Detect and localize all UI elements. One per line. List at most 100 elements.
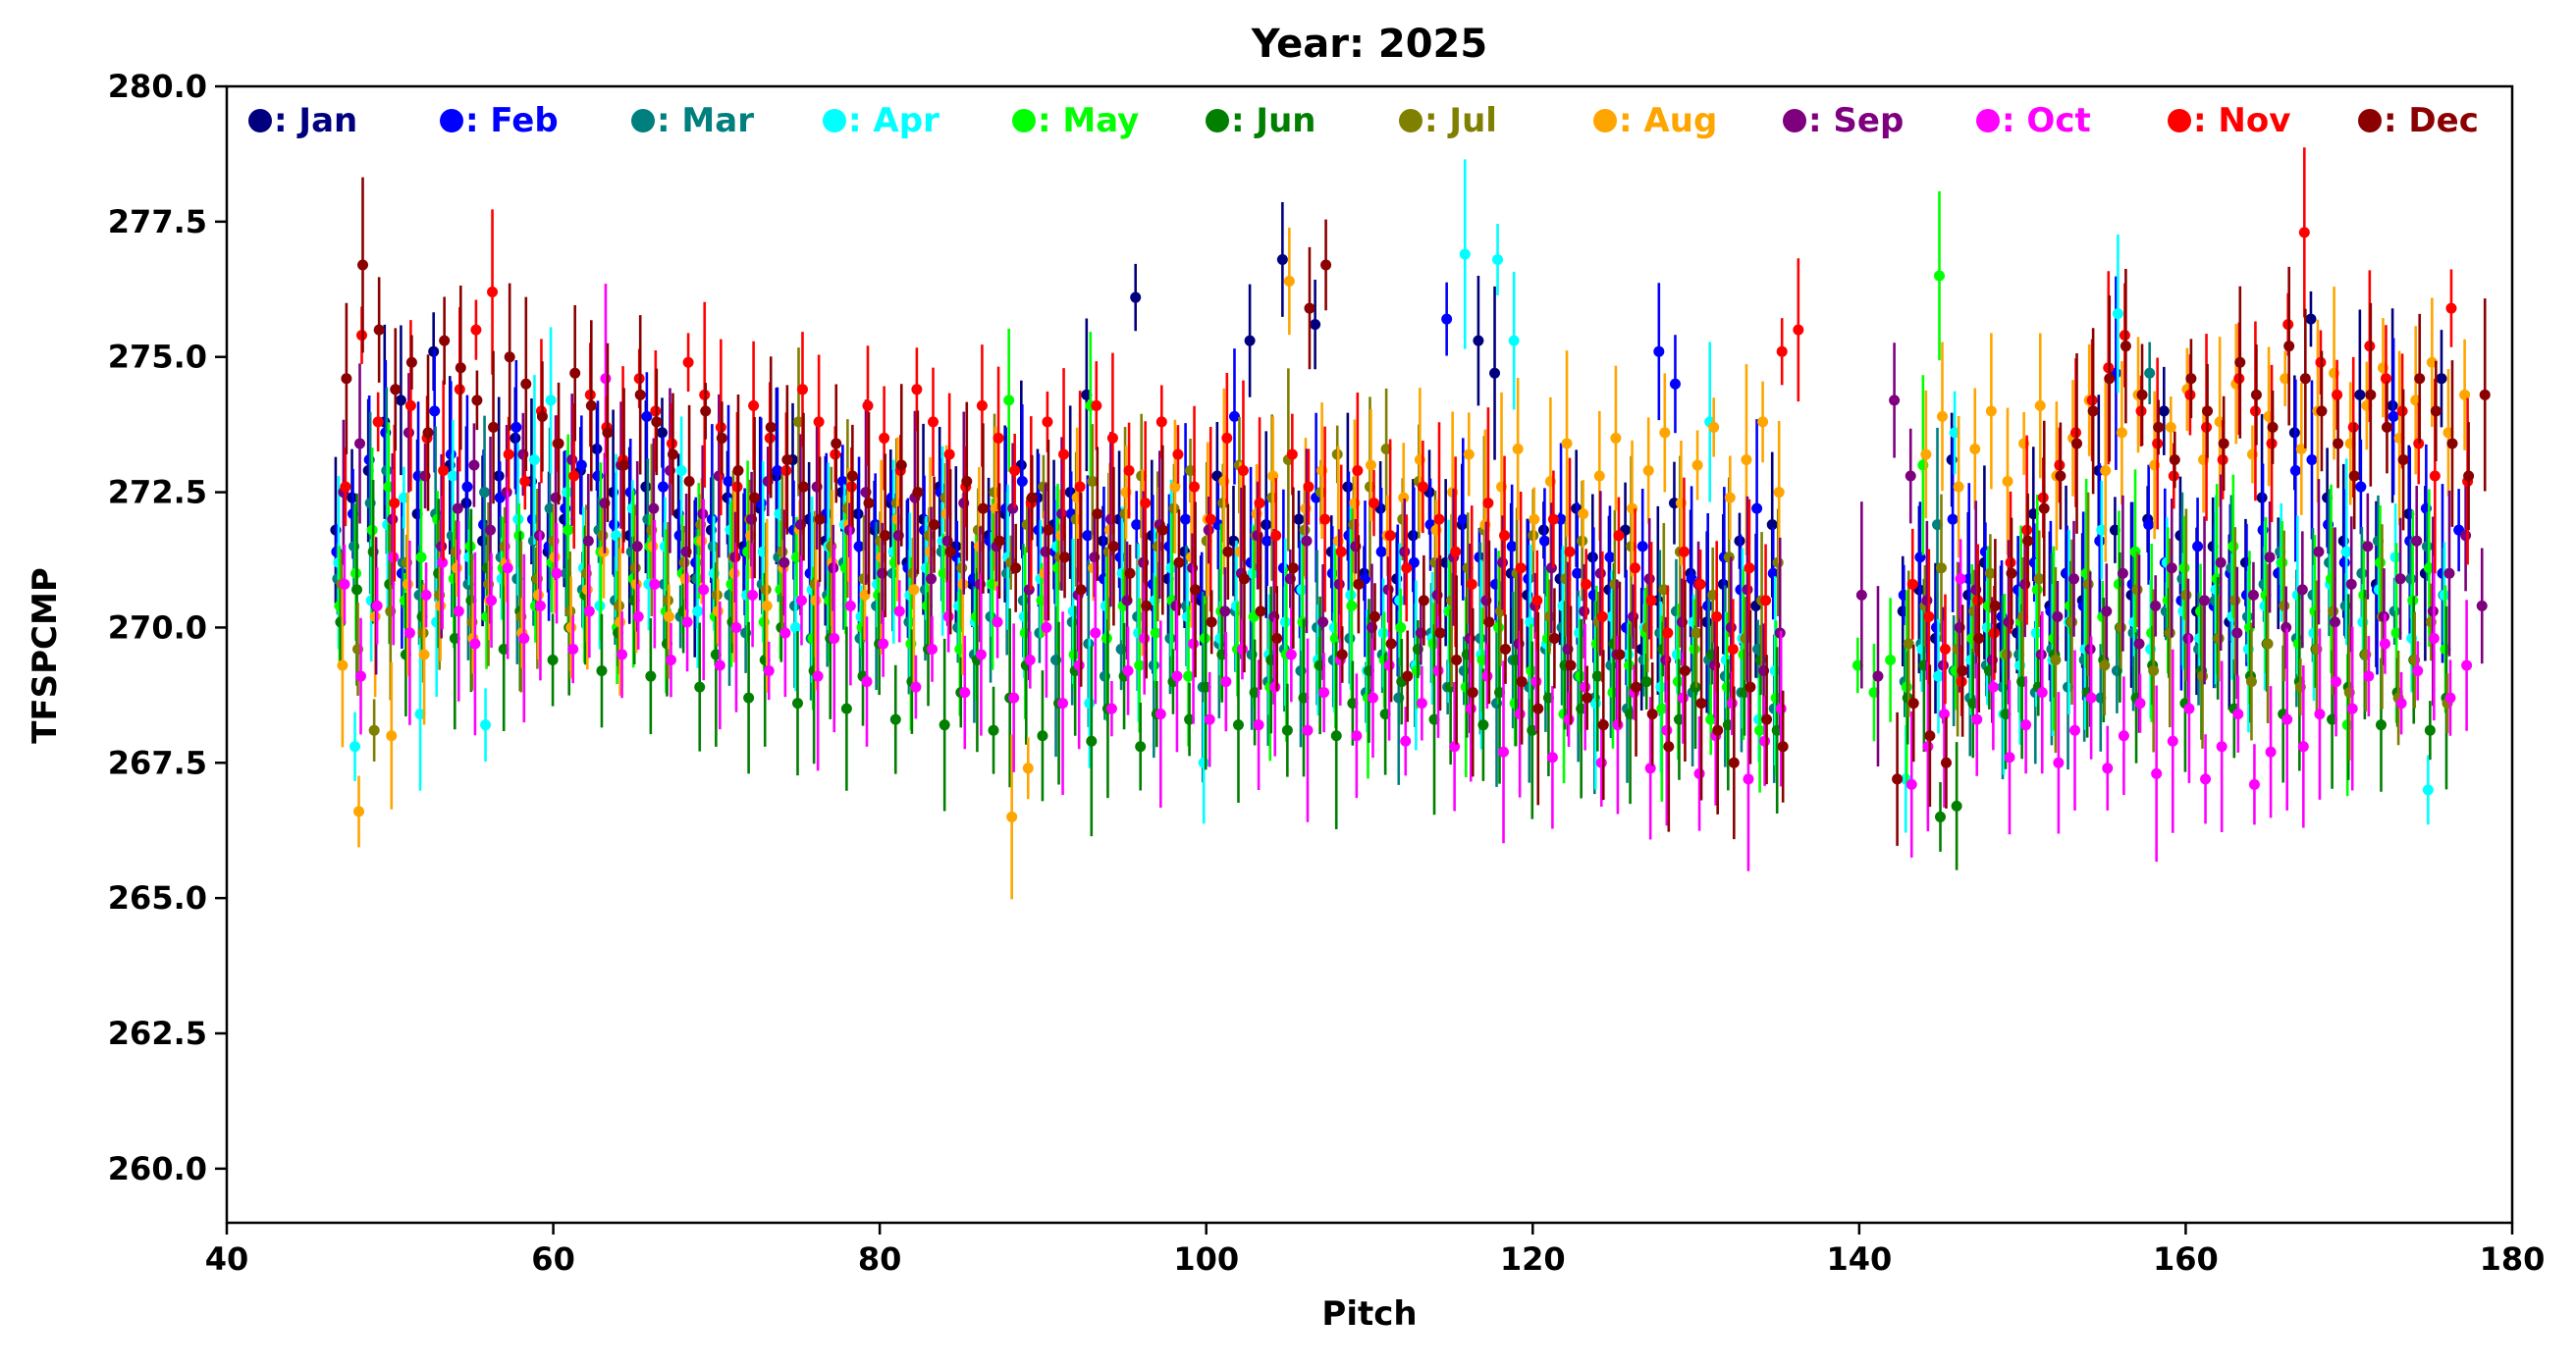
legend-label: : Dec — [2384, 101, 2479, 140]
data-point — [368, 724, 380, 736]
data-point — [2277, 556, 2288, 568]
data-point — [1451, 655, 1463, 666]
data-point — [1416, 698, 1427, 710]
y-tick-label: 265.0 — [108, 879, 207, 917]
legend-marker — [1399, 109, 1422, 132]
data-point — [2087, 405, 2099, 417]
data-point — [700, 405, 712, 417]
data-point — [1105, 703, 1117, 714]
data-point — [895, 459, 907, 471]
legend-label: : Aug — [1619, 101, 1717, 140]
data-point — [1287, 562, 1299, 574]
data-point — [772, 465, 783, 477]
data-point — [1905, 778, 1917, 790]
legend-item-aug: : Aug — [1593, 101, 1717, 140]
legend-marker — [1012, 109, 1036, 132]
data-point — [2183, 703, 2195, 714]
data-point — [1855, 589, 1867, 601]
data-point — [1596, 610, 1608, 622]
data-point — [1741, 453, 1752, 465]
data-point — [1310, 319, 1321, 331]
data-point — [1934, 270, 1946, 282]
data-point — [1935, 811, 1947, 822]
data-point — [1531, 595, 1543, 606]
data-point — [518, 632, 530, 644]
y-tick-label: 260.0 — [108, 1150, 207, 1187]
y-tick-label: 262.5 — [108, 1015, 207, 1052]
data-point — [357, 259, 369, 271]
data-point — [439, 335, 451, 346]
data-point — [1135, 741, 1147, 753]
data-point — [1463, 448, 1475, 460]
data-point — [1043, 524, 1054, 536]
data-point — [2296, 584, 2308, 596]
data-point — [1498, 746, 1510, 758]
data-point — [634, 389, 646, 400]
data-point — [1433, 513, 1445, 525]
data-point — [1319, 513, 1331, 525]
data-point — [2279, 600, 2290, 611]
data-point — [2299, 373, 2311, 385]
y-tick-label: 277.5 — [108, 203, 207, 240]
x-tick-label: 180 — [2480, 1240, 2546, 1278]
data-point — [1593, 470, 1605, 482]
data-point — [1757, 416, 1769, 428]
data-point — [402, 427, 414, 439]
data-point — [1221, 432, 1233, 444]
data-point — [1760, 595, 1772, 606]
data-point — [943, 448, 955, 460]
data-point — [2461, 659, 2473, 671]
data-point — [1023, 584, 1035, 596]
plot-area — [330, 147, 2491, 900]
data-point — [2356, 567, 2368, 579]
legend-label: : Apr — [848, 101, 939, 140]
data-point — [1711, 610, 1723, 622]
data-point — [2180, 589, 2192, 601]
data-point — [926, 573, 938, 585]
data-point — [779, 627, 791, 639]
data-point — [1283, 276, 1295, 288]
data-point — [568, 470, 580, 482]
data-point — [1320, 259, 1332, 271]
data-point — [1408, 556, 1420, 568]
data-point — [2428, 632, 2440, 644]
data-point — [1656, 703, 1668, 714]
legend-item-dec: : Dec — [2358, 101, 2479, 140]
legend-marker — [2168, 109, 2191, 132]
data-point — [836, 476, 848, 488]
data-point — [2006, 567, 2017, 579]
data-point — [1744, 681, 1756, 693]
legend-item-apr: : Apr — [823, 101, 939, 140]
legend-label: : Nov — [2193, 101, 2290, 140]
data-point — [1744, 562, 1755, 574]
data-point — [1492, 253, 1504, 265]
data-point — [1008, 692, 1020, 704]
data-point — [2136, 389, 2148, 400]
data-point — [1921, 595, 1933, 606]
data-point — [1546, 752, 1558, 763]
data-point — [1084, 698, 1096, 710]
data-point — [1724, 492, 1736, 503]
data-point — [1935, 562, 1947, 574]
data-point — [487, 287, 499, 298]
data-point — [1206, 616, 1217, 628]
data-point — [2479, 389, 2491, 400]
data-point — [632, 610, 644, 622]
data-point — [2036, 687, 2048, 699]
data-point — [844, 600, 856, 611]
data-point — [1286, 448, 1298, 460]
data-point — [1773, 487, 1785, 499]
legend-item-mar: : Mar — [631, 101, 754, 140]
data-point — [1183, 670, 1195, 682]
legend-item-may: : May — [1012, 101, 1139, 140]
data-point — [1953, 481, 1964, 493]
data-point — [2463, 470, 2475, 482]
data-point — [1457, 513, 1469, 525]
data-point — [2197, 670, 2209, 682]
data-point — [534, 600, 546, 611]
data-point — [2436, 373, 2447, 385]
data-point — [1385, 638, 1397, 650]
data-point — [1514, 709, 1526, 720]
data-point — [2264, 552, 2276, 563]
data-point — [959, 687, 971, 699]
